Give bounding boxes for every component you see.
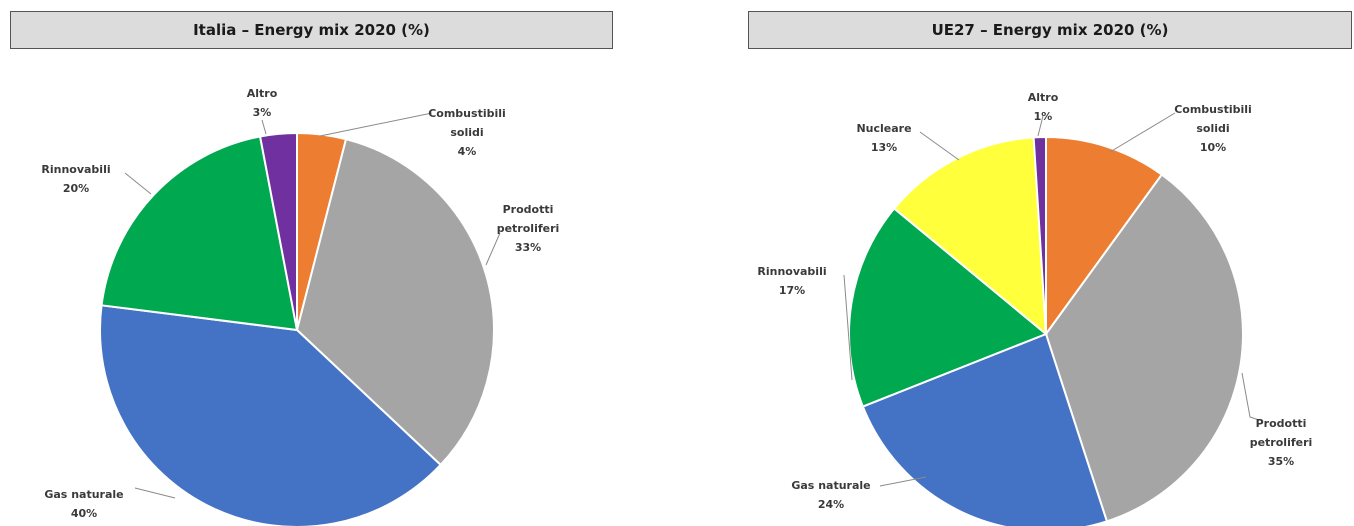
pie-slice-prodotti-petroliferi <box>1044 173 1244 523</box>
slice-label-prodotti-petroliferi: Prodotti <box>1256 417 1307 430</box>
pie-chart-italia: Combustibili solidi 4% Prodotti petroliferi 3… <box>41 87 560 526</box>
slice-value-label-combustibili-solidi: 10% <box>1200 141 1226 154</box>
leader-line-combustibili-solidi <box>319 112 433 137</box>
slice-value-label-rinnovabili: 17% <box>779 284 805 297</box>
slice-label-combustibili-solidi: solidi <box>1196 122 1229 135</box>
pie-slice-rinnovabili <box>100 135 299 332</box>
chart-ue27: UE27 – Energy mix 2020 (%) Combustibili s… <box>694 0 1354 526</box>
slice-label-combustibili-solidi: Combustibili <box>428 107 506 120</box>
pie-slice-combustibili-solidi <box>1045 135 1164 338</box>
slice-label-gas-naturale: Gas naturale <box>791 479 870 492</box>
slice-label-combustibili-solidi: solidi <box>450 126 483 139</box>
leader-line-gas-naturale <box>879 476 927 487</box>
chart-italia: Italia – Energy mix 2020 (%) Combustibil… <box>0 0 660 526</box>
slice-value-label-gas-naturale: 40% <box>71 507 97 520</box>
pie-slice-prodotti-petroliferi <box>295 137 495 467</box>
slice-label-prodotti-petroliferi: Prodotti <box>503 203 554 216</box>
leader-line-altro <box>1037 115 1044 137</box>
leader-line-combustibili-solidi <box>1109 112 1176 153</box>
slice-label-altro: Altro <box>247 87 278 100</box>
slice-value-label-prodotti-petroliferi: 33% <box>515 241 541 254</box>
slice-value-label-combustibili-solidi: 4% <box>458 145 477 158</box>
slice-value-label-gas-naturale: 24% <box>818 498 844 511</box>
leader-line-rinnovabili <box>843 274 853 381</box>
slice-label-combustibili-solidi: Combustibili <box>1174 103 1252 116</box>
chart-title-ue27: UE27 – Energy mix 2020 (%) <box>748 11 1352 49</box>
leader-line-rinnovabili <box>124 172 152 195</box>
slice-label-altro: Altro <box>1028 91 1059 104</box>
slice-label-rinnovabili: Rinnovabili <box>757 265 826 278</box>
pie-slice-gas-naturale <box>99 304 443 526</box>
slice-label-prodotti-petroliferi: petroliferi <box>497 222 560 235</box>
slice-value-label-prodotti-petroliferi: 35% <box>1268 455 1294 468</box>
slice-label-rinnovabili: Rinnovabili <box>41 163 110 176</box>
leader-line-prodotti-petroliferi <box>485 232 501 266</box>
chart-title-italia: Italia – Energy mix 2020 (%) <box>10 11 613 49</box>
leader-line-gas-naturale <box>134 487 176 499</box>
pie-chart-ue27: Combustibili solidi 10% Prodotti petroliferi… <box>757 91 1313 526</box>
pie-slice-rinnovabili <box>848 207 1048 408</box>
slice-label-nucleare: Nucleare <box>856 122 911 135</box>
leader-line-prodotti-petroliferi <box>1241 372 1260 421</box>
leader-line-nucleare <box>919 131 960 161</box>
pie-slice-gas-naturale <box>861 332 1109 526</box>
slice-label-prodotti-petroliferi: petroliferi <box>1250 436 1313 449</box>
slice-value-label-rinnovabili: 20% <box>63 182 89 195</box>
leader-line-altro <box>261 119 267 135</box>
slice-value-label-altro: 3% <box>253 106 272 119</box>
slice-value-label-altro: 1% <box>1034 110 1053 123</box>
pie-slice-altro <box>258 131 298 331</box>
slice-label-gas-naturale: Gas naturale <box>44 488 123 501</box>
pie-slice-altro <box>1032 135 1047 335</box>
slice-value-label-nucleare: 13% <box>871 141 897 154</box>
